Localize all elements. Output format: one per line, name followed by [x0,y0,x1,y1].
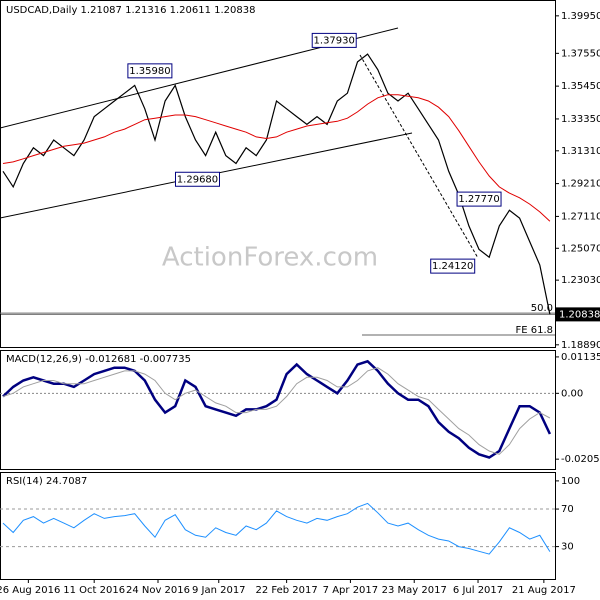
macd-panel [0,350,556,470]
x-tick-label: 11 Oct 2016 [63,585,125,596]
series-line [2,367,551,455]
y-tick-label: 1.37550 [561,48,600,59]
y-tick-label: 1.27110 [561,211,600,222]
y-tick-label: 1.35450 [561,81,600,92]
y-tick-label: 1.33350 [561,114,600,125]
y-tick-label: 70 [561,504,574,515]
annotation-box [127,63,173,79]
annotation-label: 1.24120 [432,261,473,272]
watermark: ActionForex.com [162,243,378,273]
x-tick-label: 7 Apr 2017 [323,585,378,596]
last-price-label: 1.20838 [559,309,600,320]
x-tick-label: 23 May 2017 [382,585,447,596]
series-line [2,94,551,222]
chart-title: USDCAD,Daily 1.21087 1.21316 1.20611 1.2… [6,5,256,16]
annotation-box [174,171,220,187]
x-tick-label: 26 Aug 2016 [0,585,60,596]
annotation-label: 1.29680 [177,174,218,185]
series-line [2,359,552,459]
level-label: FE 61.8 [515,325,553,336]
y-tick-label: 0.00 [561,388,583,399]
y-tick-label: 0.011355 [561,352,600,363]
annotation-label: 1.37930 [314,35,355,46]
annotation-box [430,258,476,274]
rsi-title: RSI(14) 24.7087 [6,476,87,487]
x-tick-label: 22 Feb 2017 [255,585,317,596]
y-tick-label: 1.23030 [561,275,600,286]
y-tick-label: 1.25070 [561,243,600,254]
series-line [2,502,551,555]
rsi-panel [0,472,556,580]
y-tick-label: 100 [561,476,580,487]
last-price-box [556,307,600,322]
y-tick-label: 30 [561,542,574,553]
trend-dashed [359,54,479,259]
x-tick-label: 6 Jul 2017 [453,585,503,596]
x-tick-label: 21 Aug 2017 [512,585,576,596]
y-tick-label: 1.31310 [561,146,600,157]
y-tick-label: 1.29210 [561,179,600,190]
price-panel [0,0,556,348]
macd-title: MACD(12,26,9) -0.012681 -0.007735 [6,354,191,365]
level-label: 50.0 [531,303,553,314]
x-tick-label: 24 Nov 2016 [126,585,190,596]
annotation-box [311,32,357,48]
annotation-label: 1.35980 [129,66,170,77]
x-tick-label: 9 Jan 2017 [192,585,246,596]
y-tick-label: 1.18890 [561,340,600,351]
y-tick-label: 1.39950 [561,11,600,22]
annotation-label: 1.27770 [458,194,499,205]
y-tick-label: -0.020531 [561,454,600,465]
annotation-box [456,191,502,207]
